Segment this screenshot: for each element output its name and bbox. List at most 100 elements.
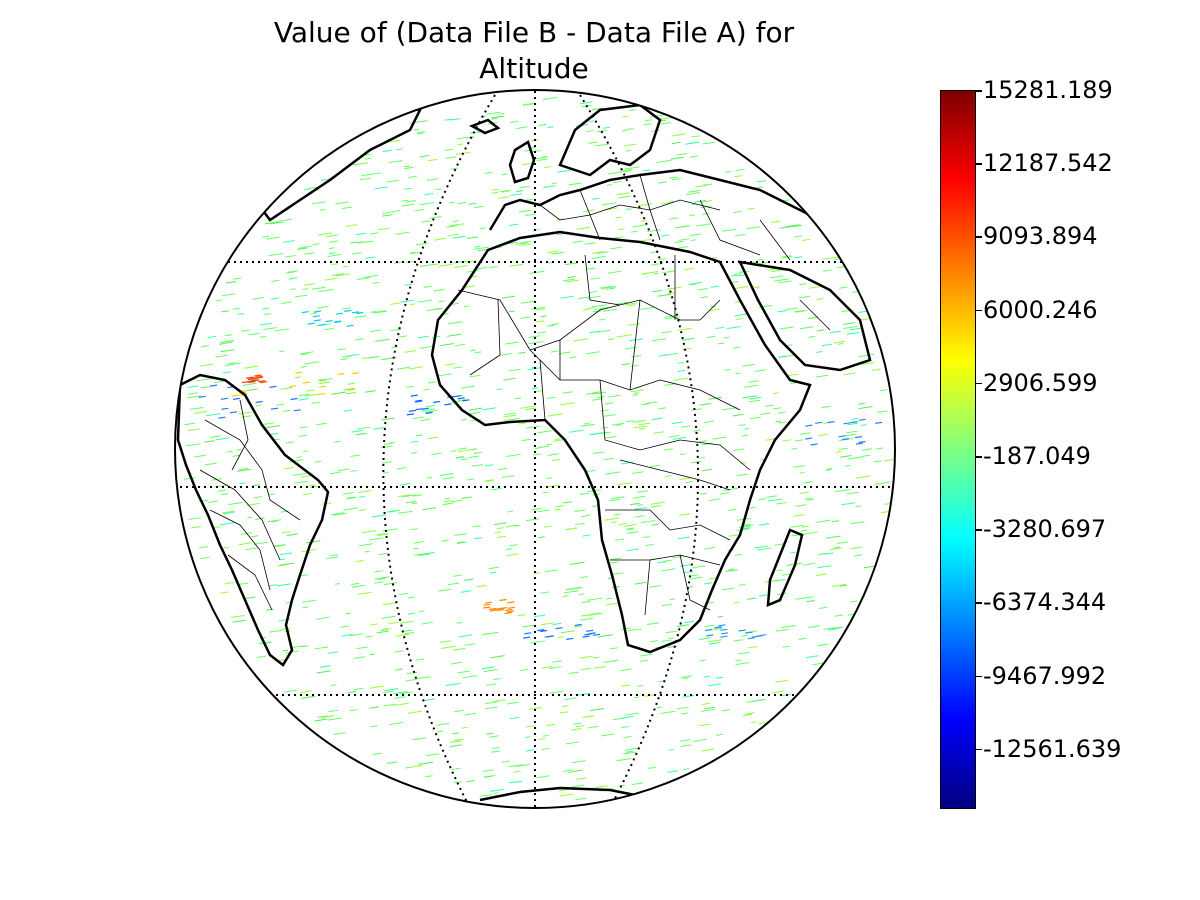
difference-streak [387,510,397,513]
difference-streak [335,201,349,205]
difference-streak [281,301,292,304]
difference-streak [850,600,858,603]
difference-streak [396,366,410,370]
difference-streak [350,454,361,457]
difference-streak [790,524,804,528]
difference-streak [484,601,492,604]
difference-streak [534,572,540,574]
difference-streak [252,484,260,487]
africa-borders [457,254,751,616]
difference-streak [417,553,431,556]
difference-streak [725,569,738,572]
difference-streak [501,475,515,478]
difference-streak [329,247,335,249]
difference-streak [408,596,415,599]
difference-streak [419,345,434,349]
difference-streak [274,328,289,332]
difference-streak [355,232,367,236]
difference-streak [735,659,742,662]
difference-streak [510,120,519,123]
difference-streak [684,620,694,624]
difference-streak [361,530,376,534]
difference-streak [187,385,199,388]
difference-streak [351,311,360,314]
difference-streak [791,534,800,537]
difference-streak [188,392,199,395]
difference-streak [678,536,690,540]
difference-streak [674,377,688,381]
difference-streak [364,157,372,160]
difference-streak [394,650,404,653]
difference-streak [398,335,407,338]
difference-streak [506,453,521,457]
difference-streak [365,635,373,638]
difference-streak [586,629,594,632]
difference-streak [746,700,754,703]
difference-streak [624,143,637,147]
difference-streak [638,422,651,426]
difference-streak [215,354,228,358]
difference-streak [453,781,462,784]
difference-streak [227,362,237,365]
difference-streak [540,315,547,318]
difference-streak [450,661,463,665]
difference-streak [420,418,431,422]
difference-streak [714,626,723,629]
colorbar-tick-label: -12561.639 [983,734,1122,763]
difference-streak [634,581,647,585]
difference-streak [484,706,498,710]
difference-streak [400,299,415,303]
difference-streak [296,456,302,459]
difference-streak [642,169,651,172]
difference-streak [575,797,586,801]
difference-streak [184,422,196,426]
difference-streak [351,372,359,375]
difference-streak [457,201,467,205]
difference-streak [538,123,547,126]
difference-streak [286,533,298,536]
difference-streak [494,607,502,610]
difference-streak [360,432,368,435]
difference-streak [461,726,468,729]
difference-streak [279,350,285,353]
difference-streak [710,308,720,312]
difference-streak [573,625,582,628]
british-isles-landmass [508,140,536,184]
difference-streak [799,326,814,330]
difference-streak [634,696,640,699]
difference-streak [461,496,472,499]
difference-streak [234,362,241,365]
difference-streak [748,646,758,649]
difference-streak [467,236,479,239]
difference-streak [467,779,476,782]
difference-streak [415,399,423,402]
difference-streak [232,394,240,397]
difference-streak [843,372,856,376]
difference-streak [298,434,308,437]
difference-streak [817,643,829,647]
difference-streak [574,509,586,513]
difference-streak [247,502,260,506]
difference-streak [677,327,692,331]
difference-streak [874,482,884,486]
difference-streak [573,769,583,772]
difference-streak [303,188,311,191]
difference-streak [579,101,593,105]
difference-streak [799,471,805,474]
difference-streak [220,493,228,496]
difference-streak [794,309,805,313]
difference-streak [627,128,634,130]
difference-streak [334,440,341,443]
difference-streak [331,391,347,395]
difference-streak [359,496,365,498]
difference-streak [606,602,621,606]
difference-streak [331,263,339,266]
difference-streak [537,629,545,632]
difference-streak [591,255,607,259]
difference-streak [547,250,559,254]
difference-streak [621,170,632,173]
difference-streak [520,240,532,244]
difference-streak [245,376,254,379]
difference-streak [624,712,639,716]
difference-streak [580,576,588,579]
